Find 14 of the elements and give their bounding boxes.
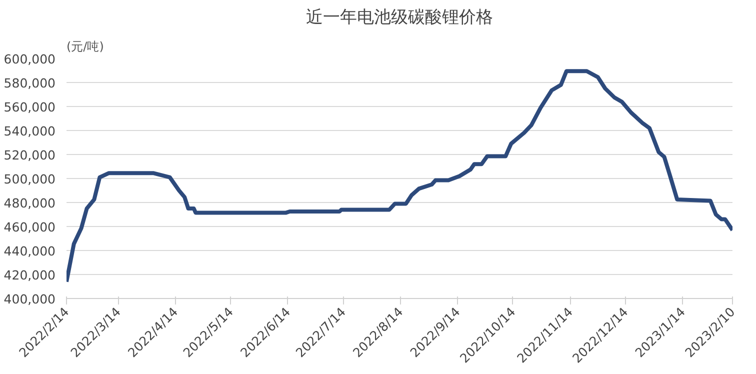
y-tick-label: 480,000 <box>4 196 56 210</box>
y-tick-label: 460,000 <box>4 220 56 234</box>
chart-title: 近一年电池级碳酸锂价格 <box>306 8 493 28</box>
y-tick-label: 400,000 <box>4 292 56 306</box>
y-tick-label: 440,000 <box>4 244 56 258</box>
y-axis-title: (元/吨) <box>66 40 104 54</box>
y-tick-label: 520,000 <box>4 148 56 162</box>
y-tick-label: 540,000 <box>4 124 56 138</box>
y-tick-label: 600,000 <box>4 52 56 66</box>
y-tick-label: 420,000 <box>4 268 56 282</box>
y-tick-label: 580,000 <box>4 76 56 90</box>
y-tick-label: 500,000 <box>4 172 56 186</box>
line-series <box>66 69 732 284</box>
y-tick-label: 560,000 <box>4 100 56 114</box>
